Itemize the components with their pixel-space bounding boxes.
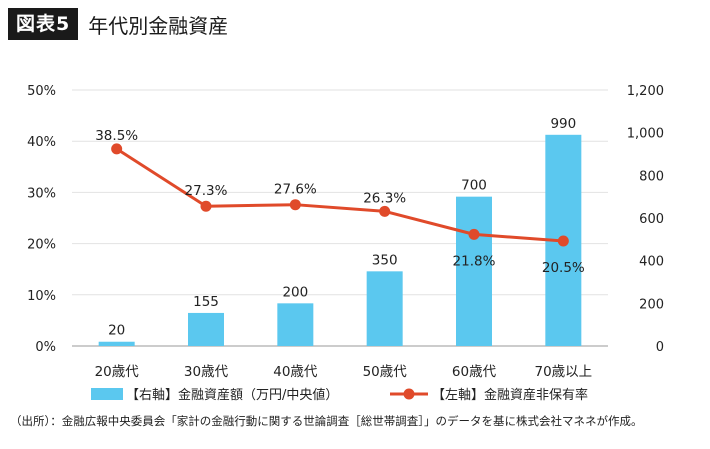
line-value-label: 27.6% bbox=[274, 182, 317, 198]
right-axis-tick-label: 600 bbox=[639, 212, 664, 227]
bar-value-label: 350 bbox=[372, 252, 398, 268]
line-point bbox=[468, 228, 480, 240]
series-line bbox=[115, 147, 564, 243]
source-note: （出所）：金融広報中央委員会「家計の金融行動に関する世論調査［総世帯調査］」のデ… bbox=[10, 414, 643, 428]
line-value-label: 27.3% bbox=[185, 183, 228, 199]
legend-label-bar: 【右軸】金融資産額（万円/中央値） bbox=[126, 387, 338, 403]
left-axis-tick-label: 0% bbox=[35, 340, 56, 355]
bar bbox=[366, 271, 403, 346]
bar bbox=[98, 341, 135, 346]
bar-value-label: 155 bbox=[193, 294, 219, 310]
axes: 0% 10% 20% 30% 40% 50% 0 200 400 600 800 1,000 1,200… bbox=[27, 84, 664, 380]
data-labels: 20 155 200 350 700 990 38.5% 27.3% 27.6% 26.3% 21.… bbox=[95, 116, 585, 339]
left-axis-tick-label: 20% bbox=[27, 238, 56, 253]
line-point bbox=[557, 235, 569, 247]
left-axis-tick-label: 40% bbox=[27, 135, 56, 150]
legend: 【右軸】金融資産額（万円/中央値） 【左軸】金融資産非保有率 bbox=[91, 387, 588, 403]
left-axis-tick-label: 30% bbox=[27, 186, 56, 201]
right-axis-tick-label: 400 bbox=[639, 255, 664, 270]
chart-header: 図表5 年代別金融資産 bbox=[8, 6, 228, 42]
x-axis-tick-label: 30歳代 bbox=[184, 364, 229, 380]
x-axis-tick-label: 60歳代 bbox=[452, 364, 497, 380]
line-series bbox=[111, 143, 569, 247]
line-point bbox=[111, 143, 123, 155]
right-axis-tick-label: 1,200 bbox=[627, 84, 664, 99]
bar-value-label: 990 bbox=[550, 116, 576, 132]
x-axis-tick-label: 20歳代 bbox=[95, 364, 140, 380]
bar bbox=[277, 303, 314, 346]
left-axis-tick-label: 10% bbox=[27, 289, 56, 304]
line-point bbox=[289, 199, 301, 211]
bar-value-label: 700 bbox=[461, 178, 487, 194]
right-axis-tick-label: 1,000 bbox=[627, 127, 664, 142]
x-axis-tick-label: 50歳代 bbox=[363, 364, 408, 380]
line-point bbox=[379, 205, 391, 217]
x-axis-tick-label: 40歳代 bbox=[273, 364, 318, 380]
line-point bbox=[200, 200, 212, 212]
chart-title: 年代別金融資産 bbox=[88, 13, 229, 38]
gridlines bbox=[72, 89, 608, 347]
legend-swatch-bar bbox=[91, 388, 123, 400]
line-value-label: 26.3% bbox=[363, 190, 406, 206]
figure-badge: 図表5 bbox=[8, 8, 79, 40]
legend-swatch-marker bbox=[403, 388, 415, 400]
bar-value-label: 200 bbox=[282, 284, 308, 300]
bar bbox=[188, 312, 224, 346]
bar-series bbox=[98, 134, 582, 346]
right-axis-tick-label: 200 bbox=[639, 297, 664, 312]
line-value-label: 20.5% bbox=[542, 260, 585, 276]
line-value-label: 21.8% bbox=[453, 253, 496, 269]
right-axis-tick-label: 0 bbox=[656, 340, 664, 355]
bar bbox=[456, 196, 492, 346]
legend-label-line: 【左軸】金融資産非保有率 bbox=[432, 387, 588, 403]
left-axis-tick-label: 50% bbox=[27, 84, 56, 99]
line-value-label: 38.5% bbox=[95, 128, 138, 144]
right-axis-tick-label: 800 bbox=[639, 169, 664, 184]
x-axis-tick-label: 70歳以上 bbox=[534, 364, 592, 380]
bar-value-label: 20 bbox=[108, 323, 125, 339]
